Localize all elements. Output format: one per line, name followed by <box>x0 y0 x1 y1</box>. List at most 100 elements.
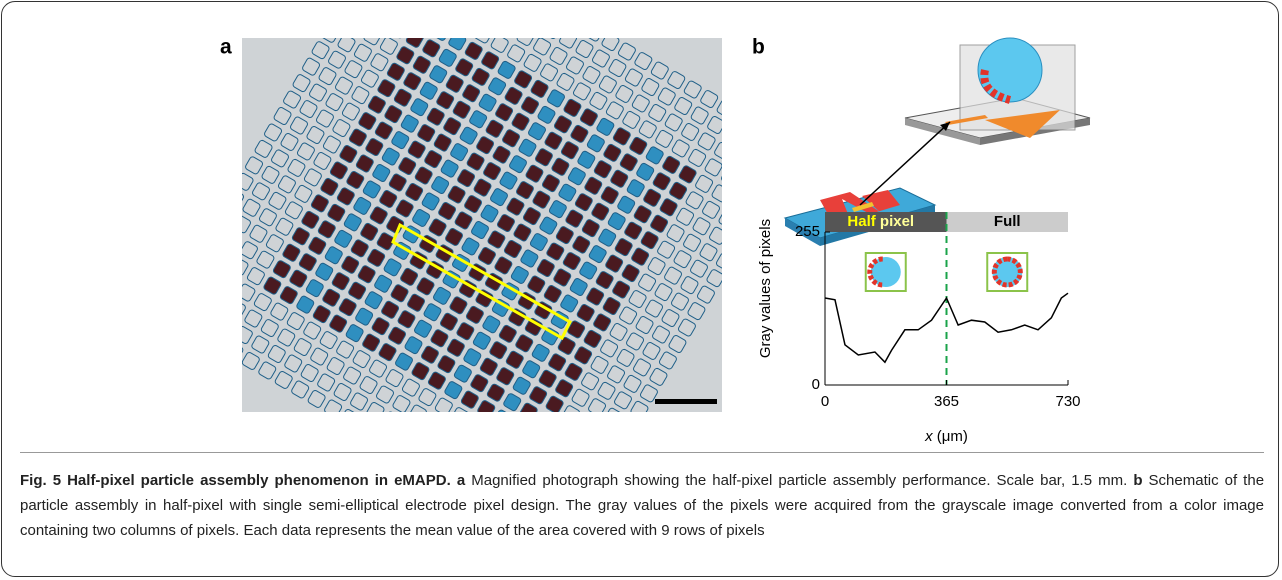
panel-label: b <box>752 36 765 59</box>
pixel <box>536 412 555 431</box>
pixel <box>746 160 765 179</box>
pixel <box>225 189 244 208</box>
pixel <box>213 248 232 267</box>
panel-label: a <box>220 36 232 59</box>
caption-label: b <box>1133 472 1142 489</box>
figure: a b Half pixel Full 0 255 0 365 730 x (μm) Gray … <box>0 0 1282 450</box>
pixel <box>535 0 554 14</box>
pixel <box>365 0 384 3</box>
pixel <box>526 428 545 447</box>
pixel <box>194 280 213 299</box>
pixel <box>519 0 538 4</box>
pixel <box>408 0 427 6</box>
pixel <box>723 125 742 144</box>
pixel <box>765 127 784 146</box>
pixel <box>734 219 753 238</box>
pixel <box>568 431 587 450</box>
pixel <box>206 222 225 241</box>
pixel <box>526 11 545 30</box>
pixel <box>225 342 244 361</box>
pixel <box>727 193 746 212</box>
caption-rule <box>20 452 1264 453</box>
y-tick-label: 0 <box>812 376 820 393</box>
pixel <box>373 427 392 446</box>
pixel <box>398 3 417 22</box>
pixel <box>620 417 639 436</box>
pixel <box>356 1 375 20</box>
pixel <box>185 297 204 316</box>
pixel <box>493 0 512 11</box>
pixel <box>594 424 613 443</box>
pixel <box>168 287 187 306</box>
pixel <box>552 421 571 440</box>
x-tick-label: 0 <box>821 393 829 410</box>
pixel <box>415 13 434 32</box>
pixel <box>763 170 782 189</box>
band-label: Full <box>994 213 1021 230</box>
pixel <box>382 0 401 13</box>
pixel <box>509 1 528 20</box>
pixel <box>399 420 418 439</box>
band-label: Half pixel <box>847 213 914 230</box>
scale-bar <box>655 399 717 404</box>
page: a b Half pixel Full 0 255 0 365 730 x (μm) Gray … <box>0 0 1282 580</box>
pixel <box>568 13 587 32</box>
pixel <box>432 439 451 450</box>
band-label: Half <box>847 213 876 230</box>
pixel <box>208 332 227 351</box>
pixel <box>197 238 216 257</box>
pixel <box>753 186 772 205</box>
pixel <box>178 271 197 290</box>
y-axis-label: Gray values of pixels <box>757 219 774 358</box>
pixel <box>441 6 460 25</box>
pixel <box>175 313 194 332</box>
x-tick-label: 730 <box>1055 393 1080 410</box>
x-axis-label: x (μm) <box>924 428 968 445</box>
pixel <box>543 438 562 450</box>
pixel <box>500 18 519 37</box>
pixel <box>457 15 476 34</box>
pixel <box>223 231 242 250</box>
pixel <box>187 255 206 274</box>
pixel <box>733 108 752 127</box>
pixel <box>458 432 477 450</box>
pixel <box>415 430 434 449</box>
pixel <box>441 423 460 442</box>
pixel <box>372 10 391 29</box>
pixel <box>552 4 571 23</box>
pixel <box>730 151 749 170</box>
data-line <box>825 293 1068 362</box>
pixel <box>474 442 493 450</box>
y-tick-label: 255 <box>795 223 820 240</box>
pixel <box>517 445 536 450</box>
pixel <box>425 413 444 432</box>
pixel <box>220 274 239 293</box>
pixel <box>211 290 230 309</box>
pixel <box>611 433 630 450</box>
pixel <box>749 118 768 137</box>
pixel <box>204 264 223 283</box>
pixel <box>467 416 486 435</box>
pixel <box>450 0 469 9</box>
pixel <box>192 323 211 342</box>
pixel <box>585 440 604 450</box>
caption-title: Fig. 5 Half-pixel particle assembly phen… <box>20 472 451 489</box>
x-axis-label: (μm) <box>933 428 968 445</box>
x-tick-label: 365 <box>934 393 959 410</box>
line-chart: Half pixel Full 0 255 0 365 730 x (μm) Gray valu… <box>757 212 1081 445</box>
pixel <box>578 414 597 433</box>
pixel <box>739 134 758 153</box>
pixel <box>424 0 443 15</box>
pixel <box>725 236 744 255</box>
pixel <box>339 0 358 10</box>
pixel <box>216 205 235 224</box>
pixel <box>737 177 756 196</box>
pixel <box>218 316 237 335</box>
pixel <box>720 167 739 186</box>
pixel <box>448 449 467 450</box>
pixel <box>756 144 775 163</box>
caption-label: a <box>457 472 465 489</box>
pixel <box>406 446 425 450</box>
pixel <box>559 447 578 450</box>
pixel <box>772 153 791 172</box>
